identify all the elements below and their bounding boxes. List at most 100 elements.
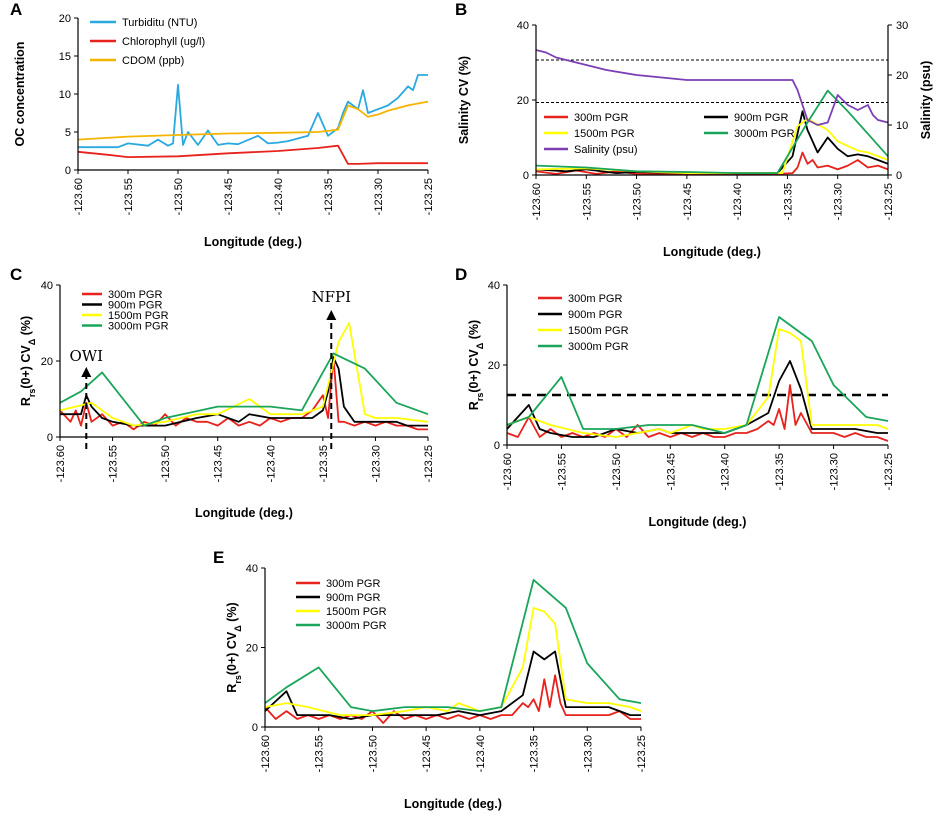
x-tick-label: -123.30	[833, 183, 845, 220]
x-tick-label: -123.55	[556, 453, 568, 490]
x-tick-label: -123.35	[318, 445, 330, 482]
x-tick-label: -123.55	[581, 183, 593, 220]
y-tick-label-right: 20	[896, 70, 908, 82]
x-tick-label: -123.60	[260, 735, 272, 772]
x-tick-label: -123.55	[108, 445, 120, 482]
y-axis-label-right: Salinity (psu)	[919, 61, 933, 139]
x-tick-label: -123.60	[502, 453, 514, 490]
x-tick-label: -123.50	[367, 735, 379, 772]
y-axis-label-part: rs	[233, 675, 243, 684]
y-axis-label-part: R	[467, 401, 481, 410]
x-tick-label: -123.50	[160, 445, 172, 482]
x-tick-label: -123.45	[682, 183, 694, 220]
legend-label: Turbiditu (NTU)	[122, 17, 197, 29]
y-tick-label: 15	[59, 51, 71, 63]
series-line-1500m-pgr	[59, 322, 429, 427]
y-axis-label-part: (0+) CV	[19, 345, 33, 389]
panel-label: A	[10, 0, 22, 19]
legend-label: Chlorophyll (ug/l)	[122, 36, 205, 48]
x-tick-label: -123.45	[213, 445, 225, 482]
x-tick-label: -123.35	[323, 178, 335, 215]
x-tick-label: -123.60	[73, 178, 85, 215]
x-tick-label: -123.50	[173, 178, 185, 215]
series-line-salinity-psu-	[535, 49, 889, 126]
y-tick-label: 0	[65, 165, 71, 177]
y-tick-label: 5	[65, 127, 71, 139]
x-tick-label: -123.25	[883, 453, 895, 490]
x-tick-label: -123.35	[774, 453, 786, 490]
y-axis-label: Rrs(0+) CVΔ (%)	[225, 602, 243, 692]
y-tick-label: 40	[41, 280, 53, 292]
series-line-3000m-pgr	[264, 579, 642, 712]
legend-label: 300m PGR	[108, 289, 162, 301]
x-tick-label: -123.25	[883, 183, 895, 220]
x-tick-label: -123.40	[265, 445, 277, 482]
series-line-cdom-ppb-	[77, 100, 429, 141]
y-tick-label: 0	[523, 170, 529, 182]
legend-label: 900m PGR	[326, 592, 380, 604]
x-tick-label: -123.30	[582, 735, 594, 772]
legend-label: 1500m PGR	[326, 606, 387, 618]
legend-label: 900m PGR	[734, 112, 788, 124]
series-line-turbiditu-ntu-	[78, 74, 428, 149]
y-axis-label-part: Δ	[475, 342, 485, 349]
x-tick-label: -123.25	[423, 445, 435, 482]
y-axis-label: Salinity CV (%)	[457, 56, 471, 144]
y-tick-label: 40	[517, 20, 529, 32]
x-tick-label: -123.25	[636, 735, 648, 772]
legend-label: 1500m PGR	[568, 325, 629, 337]
x-tick-label: -123.45	[421, 735, 433, 772]
y-axis-label-part: (0+) CV	[225, 631, 239, 675]
y-axis-label-part: rs	[475, 393, 485, 402]
x-axis-label: Longitude (deg.)	[204, 235, 302, 249]
legend-label: 300m PGR	[326, 578, 380, 590]
legend-label: 3000m PGR	[734, 128, 795, 140]
series-line-900m-pgr	[264, 650, 641, 720]
chart-panel-a: A 0 5 10 15 20 -123.60 -123.55 -123.50 -123.45 -12…	[10, 0, 435, 249]
x-tick-label: -123.30	[829, 453, 841, 490]
y-axis-label: Rrs(0+) CVΔ (%)	[467, 320, 485, 410]
y-tick-label: 40	[246, 563, 258, 575]
chart-panel-c: C 0 20 40 -123.60 -123.55 -123.50 -123.45 -123.4…	[10, 265, 435, 520]
x-tick-label: -123.25	[423, 178, 435, 215]
x-tick-label: -123.55	[314, 735, 326, 772]
legend-label: 3000m PGR	[568, 341, 629, 353]
y-tick-label: 0	[252, 722, 258, 734]
x-tick-label: -123.40	[273, 178, 285, 215]
x-axis-label: Longitude (deg.)	[404, 797, 502, 811]
chart-panel-d: D 0 20 40 -123.60 -123.55 -123.50 -123.45 -123.4…	[455, 265, 895, 529]
legend-label: 900m PGR	[568, 309, 622, 321]
series-line-900m-pgr	[506, 360, 888, 438]
x-tick-label: -123.45	[665, 453, 677, 490]
y-tick-label: 0	[47, 432, 53, 444]
x-tick-label: -123.30	[370, 445, 382, 482]
y-tick-label: 40	[488, 280, 500, 292]
series-line-300m-pgr	[506, 384, 889, 442]
x-tick-label: -123.40	[732, 183, 744, 220]
x-tick-label: -123.40	[475, 735, 487, 772]
panel-label: D	[455, 265, 467, 284]
series-line-900m-pgr	[535, 110, 889, 175]
y-tick-label: 20	[246, 643, 258, 655]
x-axis-label: Longitude (deg.)	[195, 506, 293, 520]
annotation-label: NFPI	[311, 288, 351, 306]
legend-label: 1500m PGR	[574, 128, 635, 140]
y-axis-label-part: Δ	[27, 338, 37, 345]
panel-label: B	[455, 0, 467, 19]
series-line-900m-pgr	[60, 356, 428, 427]
series-line-3000m-pgr	[506, 316, 889, 434]
x-tick-label: -123.50	[632, 183, 644, 220]
x-tick-label: -123.55	[123, 178, 135, 215]
legend-label: 900m PGR	[108, 300, 162, 312]
x-tick-label: -123.35	[529, 735, 541, 772]
x-tick-label: -123.60	[531, 183, 543, 220]
series-line-3000m-pgr	[59, 352, 429, 427]
series-line-3000m-pgr	[535, 89, 889, 175]
legend-label: Salinity (psu)	[574, 144, 638, 156]
y-axis-label-part: (0+) CV	[467, 349, 481, 393]
chart-panel-e: E 0 20 40 -123.60 -123.55 -123.50 -123.45 -123.4…	[213, 548, 648, 811]
y-tick-label: 20	[59, 13, 71, 25]
legend-label: 3000m PGR	[326, 620, 387, 632]
legend-label: 1500m PGR	[108, 310, 169, 322]
y-axis-label-part: R	[19, 397, 33, 406]
